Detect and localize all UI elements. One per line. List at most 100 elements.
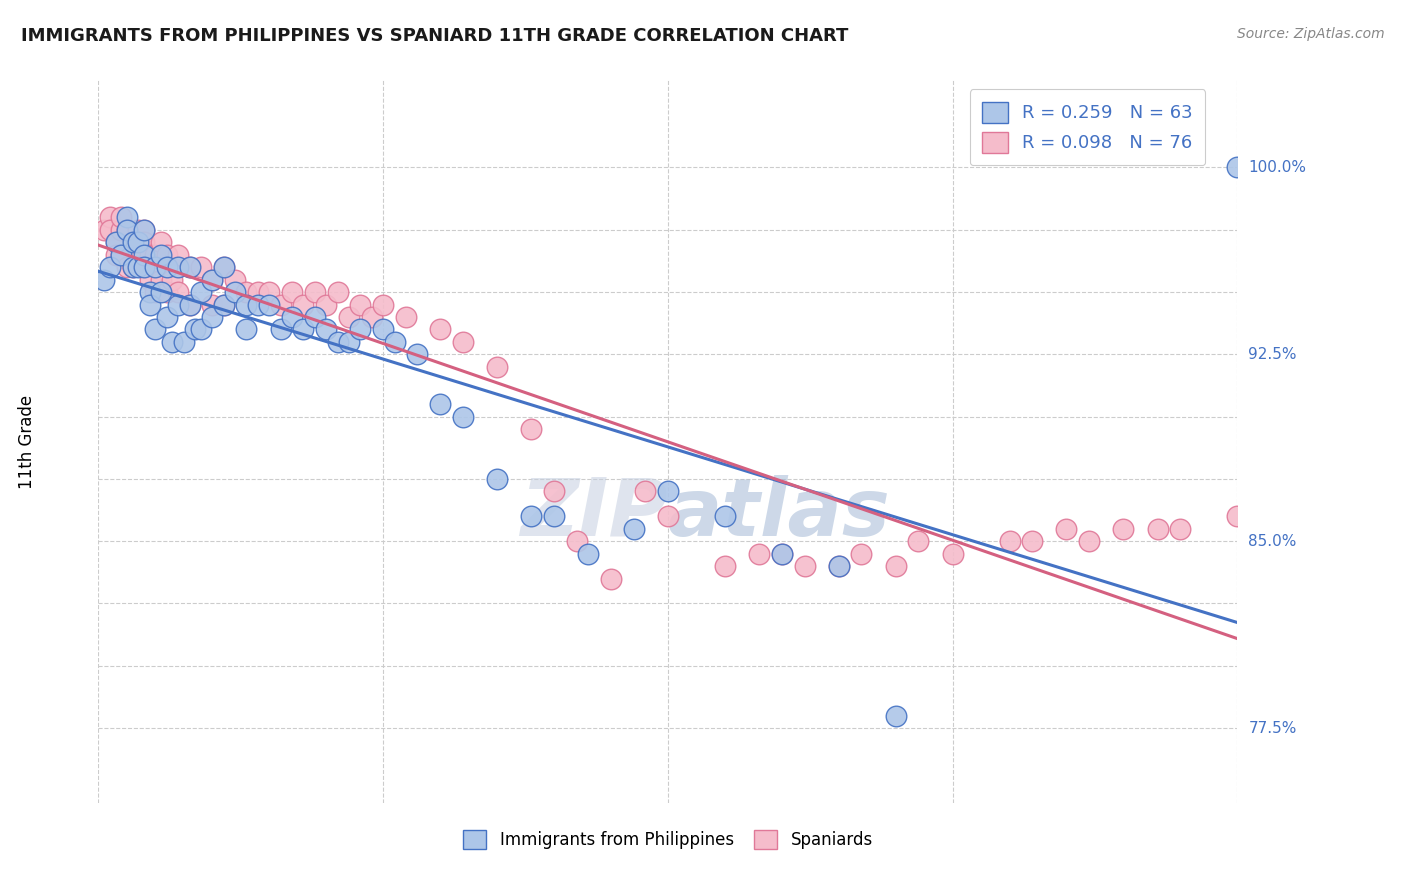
Point: [98, 211, 121, 225]
Point: [150, 285, 173, 299]
Point: [138, 248, 160, 262]
Point: [179, 260, 201, 274]
Point: [281, 285, 304, 299]
Point: [201, 272, 224, 286]
Point: [184, 322, 207, 336]
Point: [1146, 522, 1168, 536]
Point: [828, 559, 851, 574]
Point: [156, 260, 179, 274]
Point: [190, 322, 212, 336]
Point: [212, 297, 235, 311]
Point: [371, 297, 394, 311]
Point: [884, 708, 907, 723]
Point: [167, 248, 190, 262]
Point: [127, 223, 149, 237]
Point: [121, 260, 143, 274]
Point: [150, 235, 173, 250]
Point: [201, 272, 224, 286]
Point: [360, 310, 382, 324]
Point: [156, 310, 179, 324]
Point: [623, 522, 645, 536]
Point: [576, 547, 599, 561]
Point: [942, 547, 965, 561]
Point: [1054, 522, 1078, 536]
Point: [337, 334, 360, 349]
Text: 77.5%: 77.5%: [1249, 721, 1296, 736]
Point: [110, 248, 132, 262]
Point: [1170, 522, 1192, 536]
Point: [179, 297, 201, 311]
Point: [326, 334, 349, 349]
Point: [121, 235, 143, 250]
Point: [520, 509, 543, 524]
Point: [600, 572, 623, 586]
Legend: Immigrants from Philippines, Spaniards: Immigrants from Philippines, Spaniards: [453, 821, 883, 860]
Point: [292, 322, 315, 336]
Point: [104, 235, 127, 250]
Point: [851, 547, 873, 561]
Point: [486, 359, 509, 374]
Point: [145, 285, 167, 299]
Point: [162, 272, 184, 286]
Point: [998, 534, 1021, 549]
Point: [138, 272, 160, 286]
Point: [246, 297, 269, 311]
Point: [167, 260, 190, 274]
Point: [212, 260, 235, 274]
Text: 85.0%: 85.0%: [1249, 533, 1296, 549]
Text: Source: ZipAtlas.com: Source: ZipAtlas.com: [1237, 27, 1385, 41]
Point: [115, 223, 138, 237]
Point: [1021, 534, 1043, 549]
Point: [1078, 534, 1101, 549]
Point: [212, 297, 235, 311]
Point: [150, 272, 173, 286]
Point: [270, 322, 292, 336]
Point: [281, 310, 304, 324]
Point: [304, 310, 326, 324]
Point: [115, 223, 138, 237]
Point: [93, 223, 115, 237]
Point: [384, 334, 406, 349]
Point: [167, 297, 190, 311]
Point: [179, 297, 201, 311]
Text: atlas: atlas: [668, 475, 890, 553]
Point: [110, 248, 132, 262]
Point: [907, 534, 929, 549]
Point: [657, 509, 679, 524]
Point: [115, 260, 138, 274]
Point: [520, 422, 543, 436]
Point: [371, 322, 394, 336]
Point: [104, 248, 127, 262]
Point: [451, 409, 474, 424]
Point: [349, 297, 371, 311]
Point: [132, 223, 155, 237]
Point: [714, 509, 737, 524]
Point: [884, 559, 907, 574]
Point: [110, 211, 132, 225]
Point: [145, 248, 167, 262]
Point: [145, 260, 167, 274]
Point: [770, 547, 793, 561]
Point: [138, 297, 160, 311]
Point: [292, 297, 315, 311]
Point: [235, 297, 257, 311]
Point: [167, 285, 190, 299]
Point: [98, 223, 121, 237]
Point: [395, 310, 418, 324]
Point: [793, 559, 815, 574]
Point: [156, 285, 179, 299]
Point: [1226, 509, 1249, 524]
Point: [828, 559, 851, 574]
Point: [235, 322, 257, 336]
Point: [486, 472, 509, 486]
Point: [150, 248, 173, 262]
Point: [259, 297, 281, 311]
Point: [179, 260, 201, 274]
Point: [429, 322, 451, 336]
Point: [190, 260, 212, 274]
Text: 100.0%: 100.0%: [1249, 160, 1306, 175]
Text: IMMIGRANTS FROM PHILIPPINES VS SPANIARD 11TH GRADE CORRELATION CHART: IMMIGRANTS FROM PHILIPPINES VS SPANIARD …: [21, 27, 848, 45]
Point: [132, 260, 155, 274]
Point: [270, 297, 292, 311]
Point: [326, 285, 349, 299]
